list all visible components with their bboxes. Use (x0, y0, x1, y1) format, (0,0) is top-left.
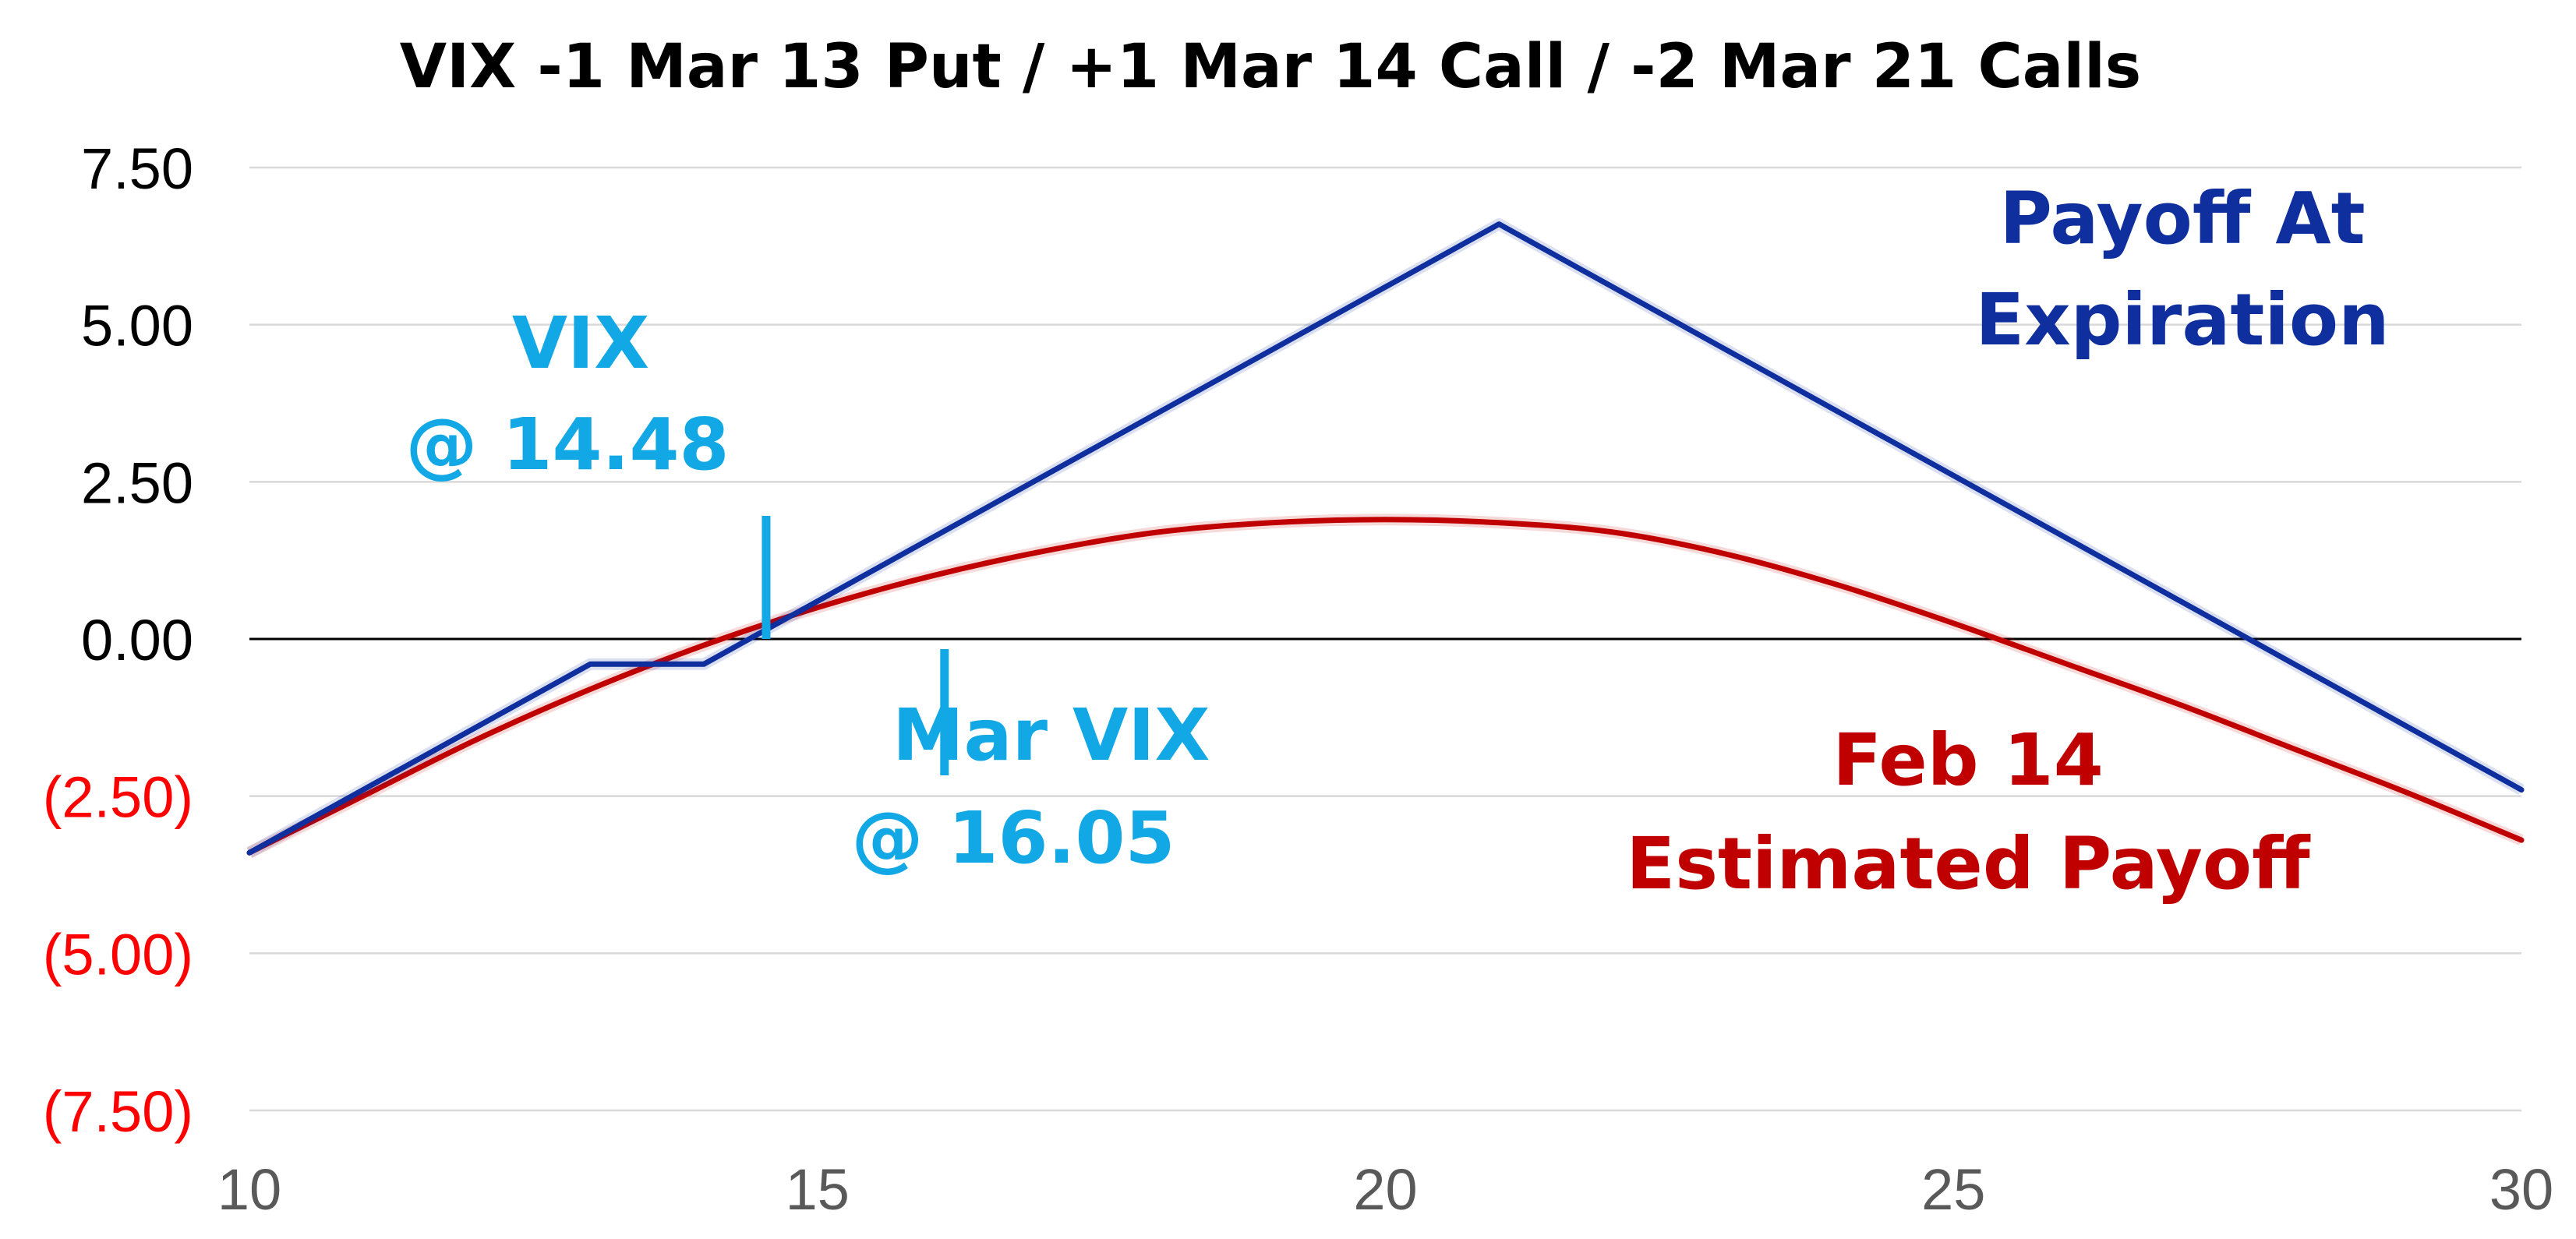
mar-vix-annotation: Mar VIX @ 16.05 (851, 694, 1210, 880)
x-tick-label: 15 (786, 1157, 850, 1222)
y-tick-label: (2.50) (43, 765, 193, 830)
estimated-series-label: Feb 14 Estimated Payoff (1626, 718, 2311, 905)
series-expiration-line (246, 221, 2525, 856)
vix-annotation: VIX @ 14.48 (405, 302, 729, 486)
vix-annotation-line2: @ 14.48 (405, 403, 729, 486)
series-lines (246, 218, 2525, 858)
expiration-series-label: Payoff At Expiration (1975, 177, 2389, 362)
expiration-label-line1: Payoff At (1999, 177, 2365, 260)
y-tick-label: 5.00 (81, 294, 193, 358)
mar-vix-annotation-line1: Mar VIX (892, 694, 1210, 777)
estimated-label-line1: Feb 14 (1832, 718, 2103, 802)
x-tick-label: 30 (2489, 1157, 2553, 1222)
mar-vix-annotation-line2: @ 16.05 (851, 796, 1175, 880)
y-tick-label: 2.50 (81, 450, 193, 515)
series-estimated-glow (246, 514, 2524, 858)
y-axis-ticks: 7.50 5.00 2.50 0.00 (2.50) (5.00) (7.50) (43, 136, 193, 1144)
x-tick-label: 25 (1921, 1157, 1985, 1222)
chart-title: VIX -1 Mar 13 Put / +1 Mar 14 Call / -2 … (400, 32, 2142, 102)
expiration-label-line2: Expiration (1975, 278, 2389, 362)
x-tick-label: 20 (1353, 1157, 1417, 1222)
vix-annotation-line1: VIX (512, 302, 649, 385)
y-tick-label: 7.50 (81, 136, 193, 201)
x-tick-label: 10 (217, 1157, 281, 1222)
grid-lines (249, 166, 2521, 1112)
estimated-label-line2: Estimated Payoff (1626, 822, 2311, 905)
y-tick-label: (7.50) (43, 1079, 193, 1144)
price-markers (761, 516, 949, 775)
y-tick-label: (5.00) (43, 922, 193, 987)
y-tick-label: 0.00 (81, 608, 193, 672)
series-estimated-line (246, 517, 2525, 856)
x-axis-ticks: 10 15 20 25 30 (217, 1157, 2553, 1222)
